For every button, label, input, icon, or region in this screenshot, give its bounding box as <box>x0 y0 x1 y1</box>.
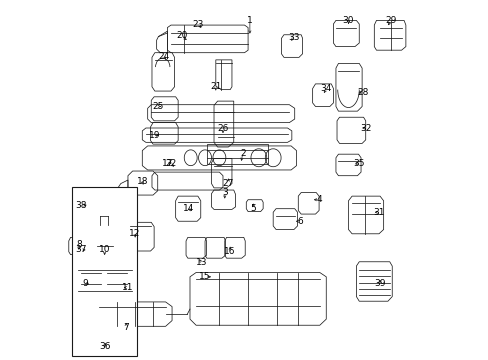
Text: 20: 20 <box>176 31 187 40</box>
Text: 18: 18 <box>136 177 148 186</box>
Text: 28: 28 <box>356 87 368 96</box>
Text: 7: 7 <box>123 323 129 332</box>
Bar <box>72 187 137 356</box>
Text: 21: 21 <box>210 82 221 91</box>
Text: 27: 27 <box>222 179 234 188</box>
Text: 30: 30 <box>342 16 353 25</box>
Text: 5: 5 <box>250 204 256 213</box>
Text: 4: 4 <box>316 195 322 204</box>
Text: 3: 3 <box>222 188 227 197</box>
Text: 31: 31 <box>372 208 384 217</box>
Text: 6: 6 <box>297 217 303 226</box>
Text: 17: 17 <box>162 159 173 168</box>
Text: 2: 2 <box>240 149 245 158</box>
Text: 16: 16 <box>224 247 235 256</box>
Text: 14: 14 <box>183 204 194 213</box>
Text: 26: 26 <box>217 123 228 132</box>
Text: 11: 11 <box>122 283 133 292</box>
Text: 33: 33 <box>287 33 299 42</box>
Text: 15: 15 <box>199 272 210 281</box>
Text: 13: 13 <box>195 258 207 267</box>
Text: 12: 12 <box>129 229 141 238</box>
Text: 24: 24 <box>158 52 169 61</box>
Text: 9: 9 <box>82 279 88 288</box>
Text: 32: 32 <box>360 123 371 132</box>
Text: 23: 23 <box>192 19 203 28</box>
Text: 8: 8 <box>76 240 81 249</box>
Text: 10: 10 <box>99 246 110 255</box>
Text: 35: 35 <box>353 159 364 168</box>
Text: 19: 19 <box>149 131 160 140</box>
Text: 38: 38 <box>76 201 87 210</box>
Text: 1: 1 <box>246 16 252 25</box>
Text: 22: 22 <box>165 159 176 168</box>
Text: 37: 37 <box>76 246 87 255</box>
Text: 34: 34 <box>320 84 331 93</box>
Text: 39: 39 <box>373 279 385 288</box>
Text: 36: 36 <box>100 342 111 351</box>
Text: 29: 29 <box>385 16 396 25</box>
Text: 25: 25 <box>152 102 163 111</box>
